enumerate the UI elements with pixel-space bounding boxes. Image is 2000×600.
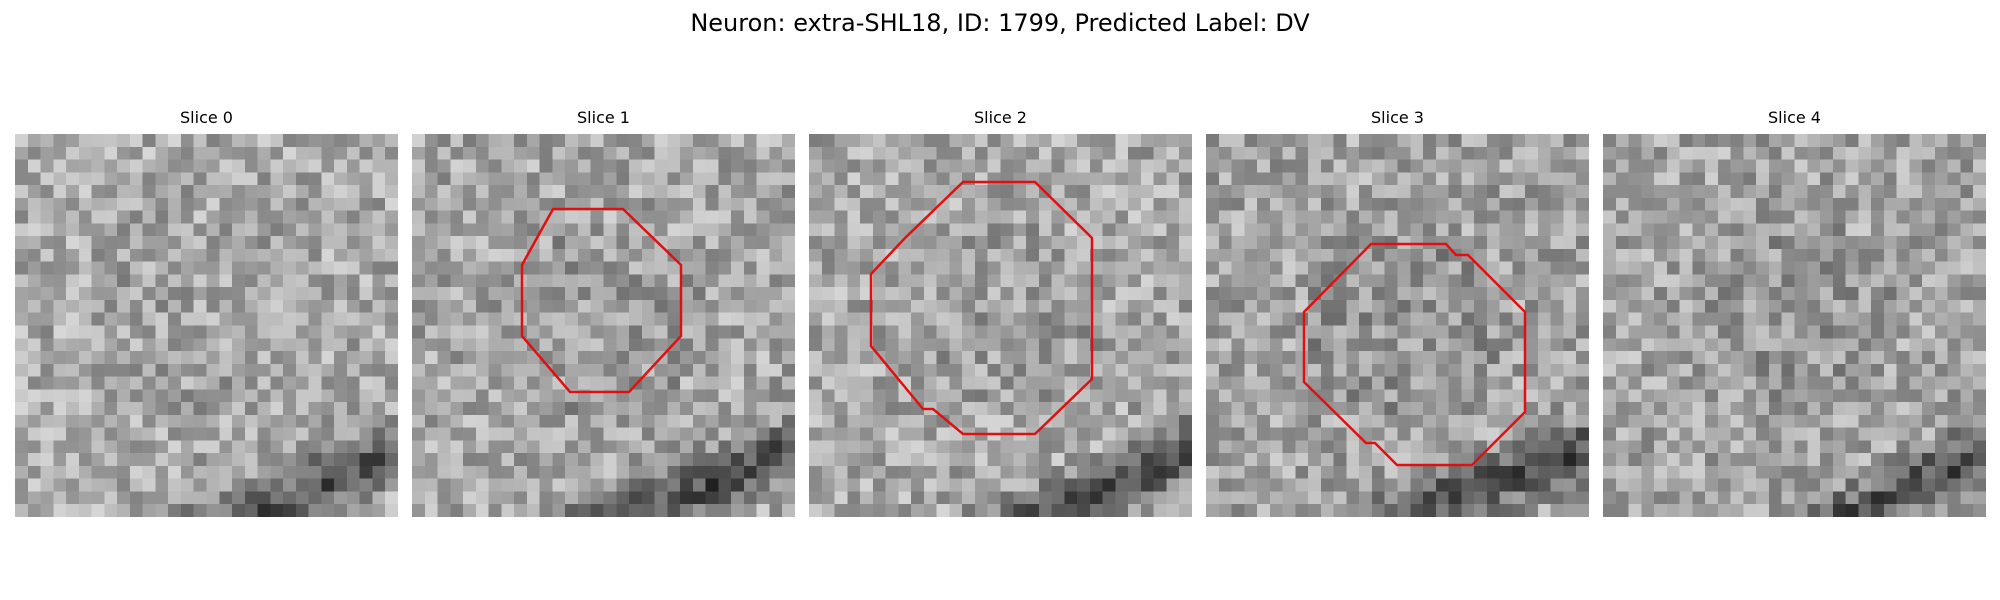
slice-image [809, 134, 1192, 517]
slice-panel-2: Slice 2 [809, 108, 1192, 517]
slice-title: Slice 4 [1768, 108, 1821, 127]
slice-image [1603, 134, 1986, 517]
slice-title: Slice 1 [577, 108, 630, 127]
roi-outline [520, 207, 683, 394]
slice-title: Slice 3 [1371, 108, 1424, 127]
slice-panel-1: Slice 1 [412, 108, 795, 517]
slice-title: Slice 2 [974, 108, 1027, 127]
roi-outline [869, 180, 1094, 436]
slice-image [15, 134, 398, 517]
slice-title: Slice 0 [180, 108, 233, 127]
slice-panel-0: Slice 0 [15, 108, 398, 517]
slice-image [412, 134, 795, 517]
slice-panel-3: Slice 3 [1206, 108, 1589, 517]
figure-title: Neuron: extra-SHL18, ID: 1799, Predicted… [690, 9, 1310, 37]
roi-outline [1302, 242, 1527, 467]
slice-panel-4: Slice 4 [1603, 108, 1986, 517]
